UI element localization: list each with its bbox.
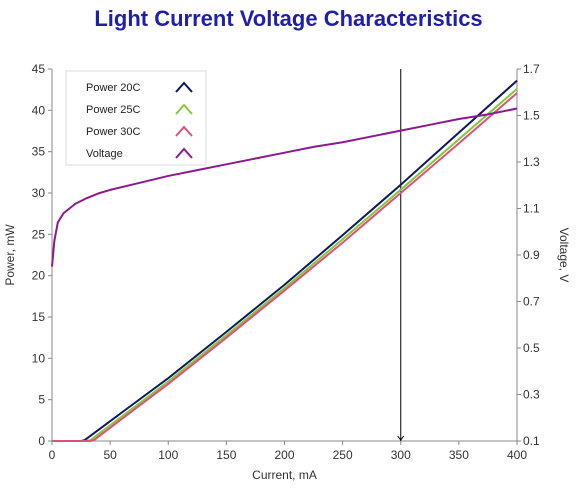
series-line-voltage (51, 107, 518, 267)
series-line-power-30c (52, 92, 518, 442)
legend: Power 20C Power 25C Power 30C Voltage (65, 70, 207, 166)
y-tick-label: 10 (32, 351, 46, 365)
y2-tick-label: 0.3 (523, 388, 540, 402)
x-tick-label: 50 (103, 448, 117, 462)
legend-marker-icon (175, 125, 193, 137)
y2-tick-label: 0.5 (523, 341, 540, 355)
legend-marker-icon (175, 147, 193, 159)
y2-tick-label: 1.7 (523, 62, 540, 76)
y-tick-label: 40 (32, 103, 46, 117)
legend-label: Power 25C (86, 104, 140, 116)
y-tick-label: 25 (32, 227, 46, 241)
legend-label: Voltage (86, 148, 123, 160)
series-group (51, 79, 518, 442)
y2-tick-label: 1.1 (523, 202, 540, 216)
y-tick-label: 15 (32, 310, 46, 324)
x-tick-label: 200 (274, 448, 294, 462)
cursor-marker (397, 435, 405, 441)
y-tick-label: 0 (38, 434, 45, 448)
y2-tick-label: 0.7 (523, 295, 540, 309)
y2-tick-label: 0.9 (523, 248, 540, 262)
y2-tick-label: 1.5 (523, 109, 540, 123)
y2-axis-title: Voltage, V (557, 228, 571, 283)
legend-marker-icon (175, 103, 193, 115)
axes-group: 0 50 100 150 200 250 300 350 400 0 5 10 15 20 25 30 35 40… (32, 62, 540, 462)
x-tick-label: 250 (333, 448, 353, 462)
y-tick-label: 45 (32, 62, 46, 76)
y-tick-label: 5 (38, 393, 45, 407)
y-tick-label: 20 (32, 269, 46, 283)
x-tick-label: 150 (216, 448, 236, 462)
x-tick-label: 400 (507, 448, 527, 462)
x-tick-label: 100 (158, 448, 178, 462)
y-tick-label: 35 (32, 145, 46, 159)
legend-marker-icon (175, 81, 193, 93)
x-tick-label: 300 (391, 448, 411, 462)
y2-tick-label: 1.3 (523, 155, 540, 169)
legend-label: Power 20C (86, 82, 140, 94)
legend-label: Power 30C (86, 126, 140, 138)
y-axis-title: Power, mW (3, 224, 17, 286)
y2-tick-label: 0.1 (523, 434, 540, 448)
y-tick-label: 30 (32, 186, 46, 200)
chart-title: Light Current Voltage Characteristics (94, 6, 483, 31)
x-axis-title: Current, mA (252, 468, 317, 482)
x-tick-label: 0 (49, 448, 56, 462)
x-tick-label: 350 (449, 448, 469, 462)
